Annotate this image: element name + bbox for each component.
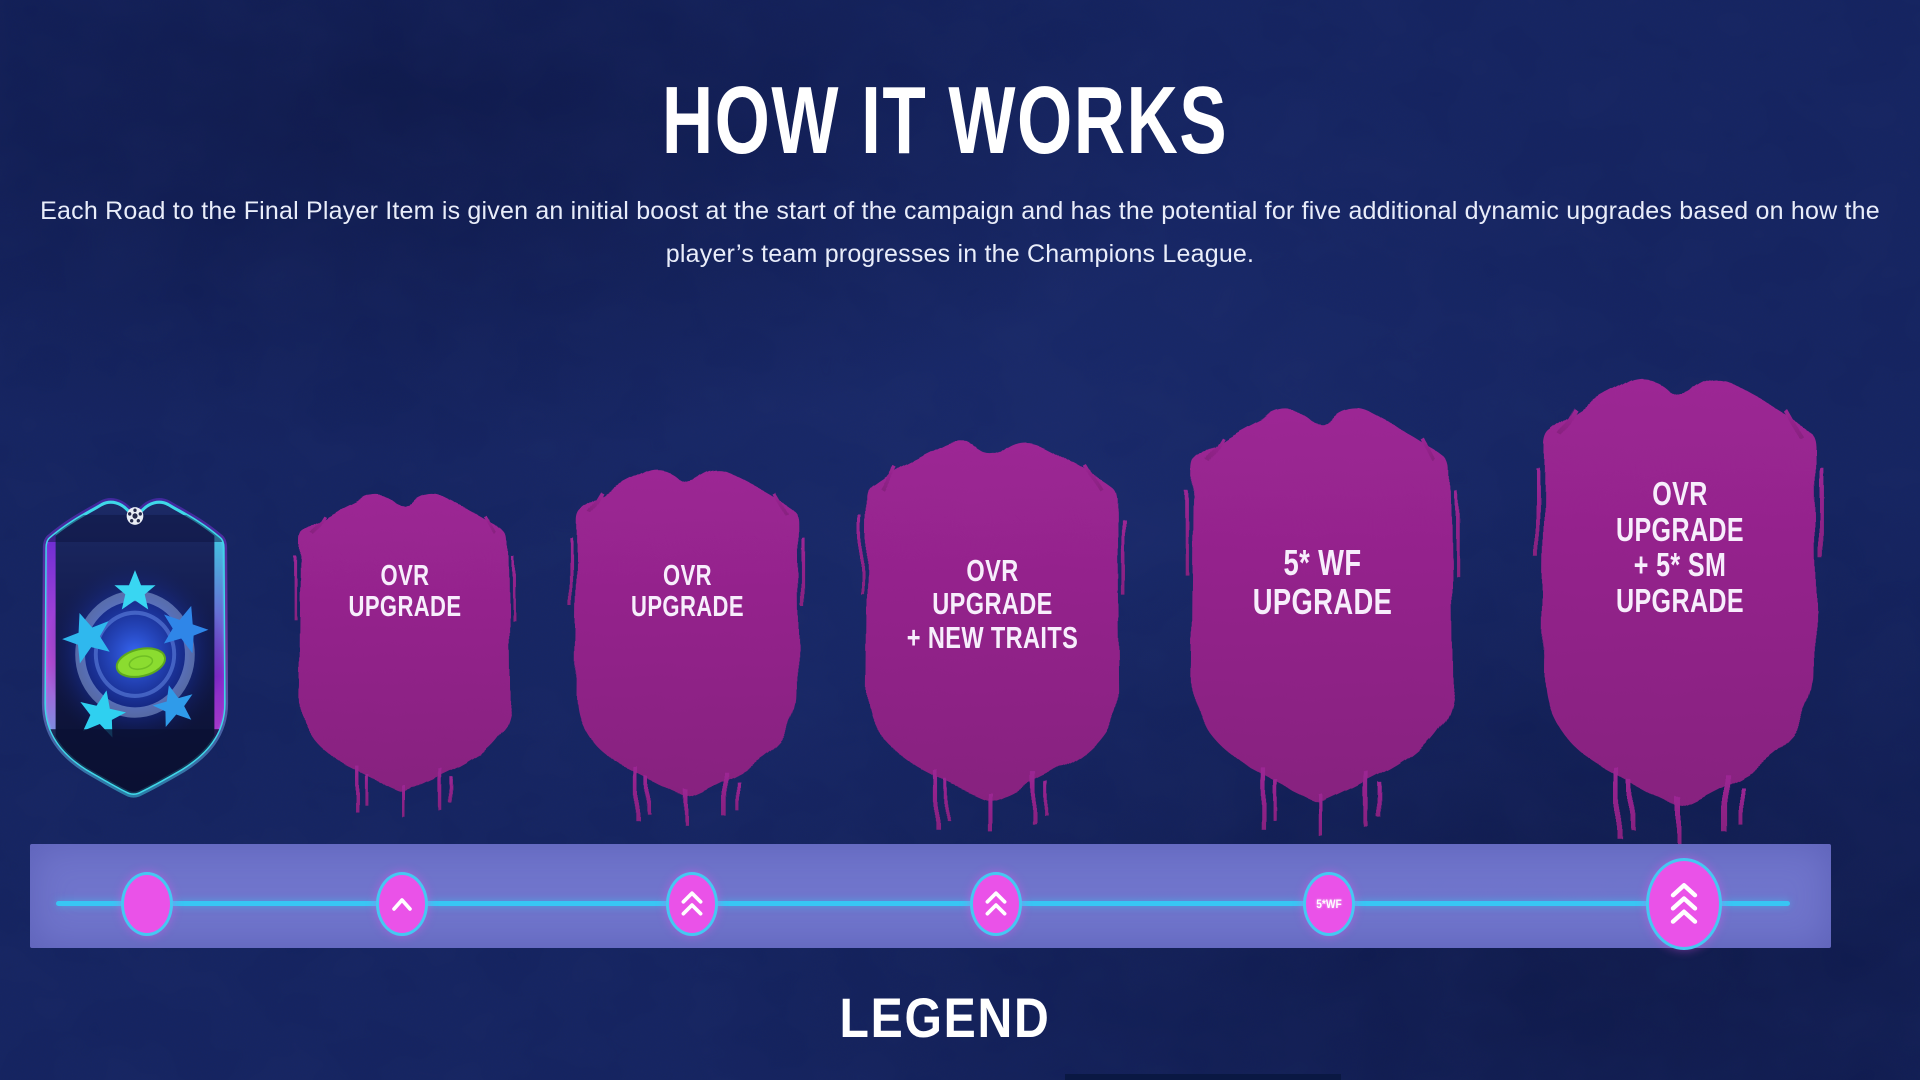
timeline-node-start	[121, 872, 173, 936]
upgrade-label-line: UPGRADE	[932, 586, 1053, 622]
upgrade-label-line: UPGRADE	[1615, 581, 1745, 619]
timeline-node-stage-1	[376, 872, 428, 936]
timeline-node-stage-4: 5*WF	[1303, 872, 1355, 936]
upgrade-label-line: UPGRADE	[1252, 580, 1393, 622]
chevron-up-double-icon	[985, 891, 1007, 916]
legend-title: LEGEND	[839, 986, 1051, 1049]
page-description: Each Road to the Final Player Item is gi…	[40, 197, 1880, 268]
card-stats-shadow-area	[45, 729, 225, 794]
upgrade-card-stage-1: OVR UPGRADE	[290, 483, 520, 821]
upgrade-card-stage-3: OVR UPGRADE + NEW TRAITS	[855, 428, 1130, 837]
upgrade-label-line: OVR	[663, 560, 712, 592]
chevron-up-single-icon	[392, 898, 412, 911]
chevron-up-triple-icon	[1670, 883, 1698, 924]
timeline-node-stage-5	[1646, 858, 1722, 950]
upgrade-label-line: + 5* SM	[1633, 546, 1727, 584]
upgrade-label-line: OVR	[380, 560, 430, 592]
five-star-weak-foot-badge: 5*WF	[1316, 897, 1342, 911]
upgrade-label-line: 5* WF	[1283, 542, 1362, 583]
upgrade-label-line: UPGRADE	[1615, 510, 1745, 548]
upgrade-label-line: UPGRADE	[631, 591, 744, 624]
timeline-node-stage-2	[666, 872, 718, 936]
upgrade-card-stage-4: 5* WF UPGRADE	[1180, 394, 1465, 841]
next-section-peek	[1065, 1074, 1341, 1080]
timeline-band	[30, 844, 1831, 948]
upgrade-card-stage-5: OVR UPGRADE + 5* SM UPGRADE	[1530, 361, 1830, 849]
upgrade-label-line: + NEW TRAITS	[906, 619, 1079, 655]
upgrade-card-stage-2: OVR UPGRADE	[565, 456, 810, 829]
upgrade-label-line: OVR	[966, 553, 1019, 588]
upgrade-label-line: UPGRADE	[348, 591, 462, 624]
rttf-player-card	[37, 490, 233, 802]
soccer-ball-icon	[126, 507, 144, 525]
chevron-up-double-icon	[681, 891, 703, 916]
timeline-node-stage-3	[970, 872, 1022, 936]
timeline-track-line	[56, 901, 1790, 906]
upgrade-label-line: OVR	[1652, 475, 1708, 512]
stadium-pitch-icon	[115, 647, 166, 678]
page-title: HOW IT WORKS	[661, 67, 1229, 174]
